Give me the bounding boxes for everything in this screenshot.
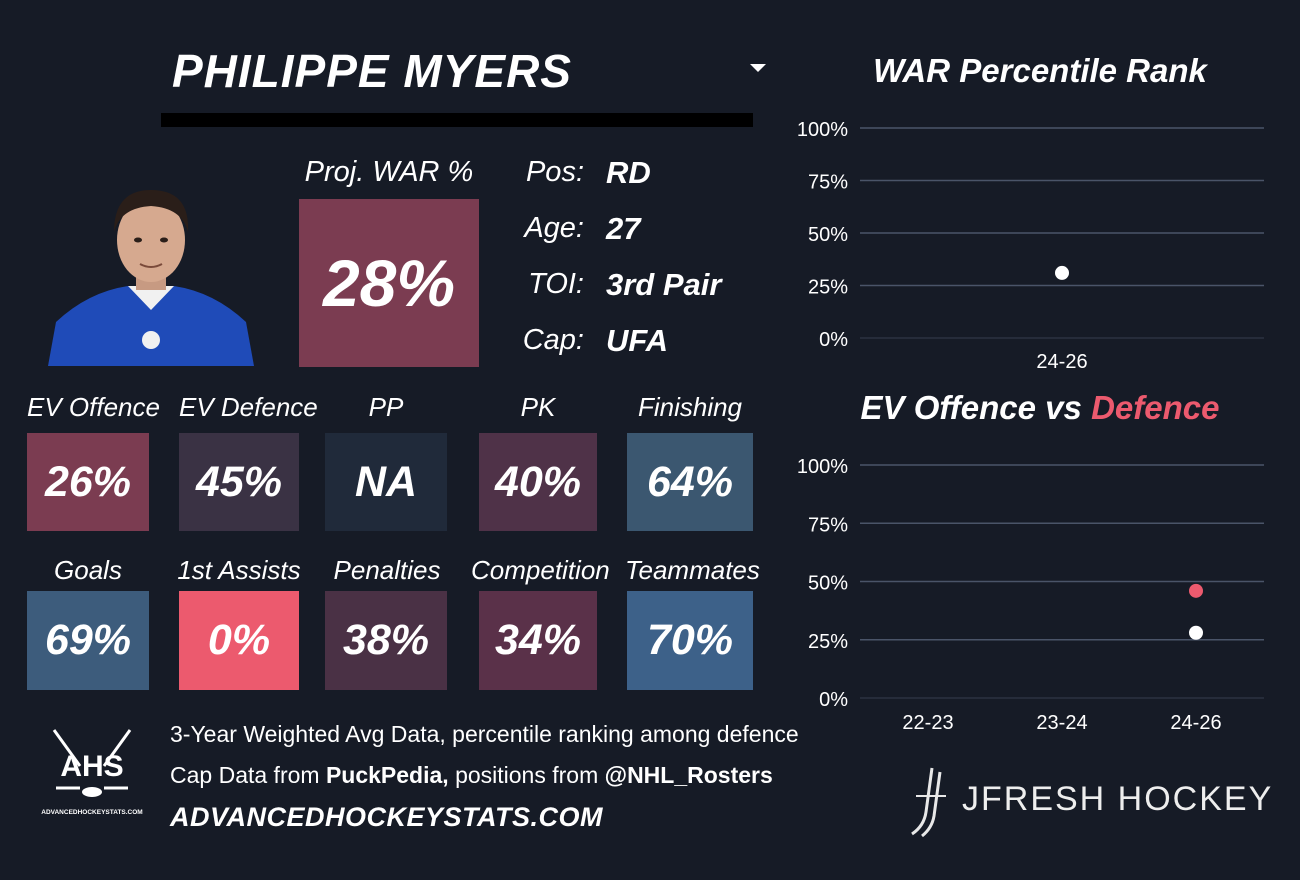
pos-value: RD	[606, 155, 651, 190]
penalties-value: 38%	[325, 591, 447, 690]
ev-offence-label: EV Offence	[27, 392, 160, 422]
footer-note-sources: Cap Data from PuckPedia, positions from …	[170, 762, 773, 789]
war-chart-ytick-label: 0%	[819, 329, 848, 351]
war-chart-point-series0	[1055, 265, 1069, 280]
war-chart-xtick-label: 24-26	[1036, 351, 1087, 373]
footer-site-link[interactable]: ADVANCEDHOCKEYSTATS.COM	[170, 802, 604, 832]
player-dropdown-caret-icon[interactable]	[750, 64, 766, 72]
goals-label: Goals	[54, 555, 122, 585]
footer-cap-prefix: Cap Data from	[170, 762, 326, 788]
teammates-value: 70%	[627, 591, 753, 690]
penalties-label: Penalties	[333, 555, 441, 585]
pk-value: 40%	[479, 433, 597, 531]
ev-chart-title-prefix: EV Offence vs	[860, 389, 1092, 426]
ev-chart-xtick-label: 23-24	[1036, 712, 1087, 734]
jfresh-stick-logo-icon	[911, 767, 946, 838]
ev-chart-ytick-label: 50%	[808, 573, 848, 595]
ev-offence-defence-chart: 100% 75% 50% 25% 0% 22-23 23-24 24-26	[797, 456, 1264, 734]
goals-value: 69%	[27, 591, 149, 690]
war-chart-ytick-label: 25%	[808, 277, 848, 299]
ahs-logo-subtext: ADVANCEDHOCKEYSTATS.COM	[41, 809, 142, 816]
ev-chart-point-series0	[1189, 625, 1203, 640]
ev-offence-value: 26%	[27, 433, 149, 531]
pk-label: PK	[520, 392, 556, 422]
age-label: Age:	[524, 212, 584, 244]
pos-label: Pos:	[525, 156, 584, 188]
footer-positions-mid: positions from	[448, 762, 605, 788]
ev-chart-xtick-label: 22-23	[902, 712, 953, 734]
competition-label: Competition	[471, 555, 610, 585]
age-value: 27	[606, 211, 641, 246]
ev-chart-point-series1	[1189, 583, 1203, 598]
ev-chart-ytick-label: 25%	[808, 631, 848, 653]
ev-chart-ytick-label: 75%	[808, 514, 848, 536]
pp-label: PP	[368, 392, 404, 422]
finishing-value: 64%	[627, 433, 753, 531]
competition-value: 34%	[479, 591, 597, 690]
ev-chart-title-suffix: Defence	[1091, 389, 1220, 426]
player-name: PHILIPPE MYERS	[172, 45, 572, 97]
toi-value: 3rd Pair	[606, 267, 722, 302]
ahs-logo-text: AHS	[60, 750, 123, 783]
ev-defence-value: 45%	[179, 433, 299, 531]
pp-value: NA	[325, 433, 447, 531]
cap-label: Cap:	[522, 324, 584, 356]
player-photo	[48, 190, 254, 366]
footer-puckpedia: PuckPedia,	[325, 762, 449, 788]
ev-chart-ytick-label: 0%	[819, 689, 848, 711]
jfresh-hockey-brand: JFRESH HOCKEY	[962, 780, 1274, 818]
teammates-label: Teammates	[625, 555, 760, 585]
war-chart-ytick-label: 75%	[808, 172, 848, 194]
footer-nhl-rosters: @NHL_Rosters	[604, 762, 773, 788]
ev-chart-xtick-label: 24-26	[1170, 712, 1221, 734]
ev-chart-title: EV Offence vs Defence	[840, 389, 1240, 427]
proj-war-label: Proj. WAR %	[304, 156, 474, 188]
proj-war-value: 28%	[299, 199, 479, 367]
finishing-label: Finishing	[637, 392, 743, 422]
war-chart-ytick-label: 50%	[808, 224, 848, 246]
toi-label: TOI:	[528, 268, 584, 300]
first-assists-value: 0%	[179, 591, 299, 690]
cap-value: UFA	[606, 323, 668, 358]
war-chart-title: WAR Percentile Rank	[873, 52, 1207, 89]
war-chart-ytick-label: 100%	[797, 119, 848, 141]
first-assists-label: 1st Assists	[177, 555, 301, 585]
ahs-logo: AHS ADVANCEDHOCKEYSTATS.COM	[41, 729, 143, 816]
ev-defence-label: EV Defence	[179, 392, 318, 422]
footer-note-data: 3-Year Weighted Avg Data, percentile ran…	[170, 721, 799, 747]
title-underline	[161, 113, 753, 127]
ev-chart-ytick-label: 100%	[797, 456, 848, 478]
war-percentile-chart: 100% 75% 50% 25% 0% 24-26	[797, 119, 1264, 373]
